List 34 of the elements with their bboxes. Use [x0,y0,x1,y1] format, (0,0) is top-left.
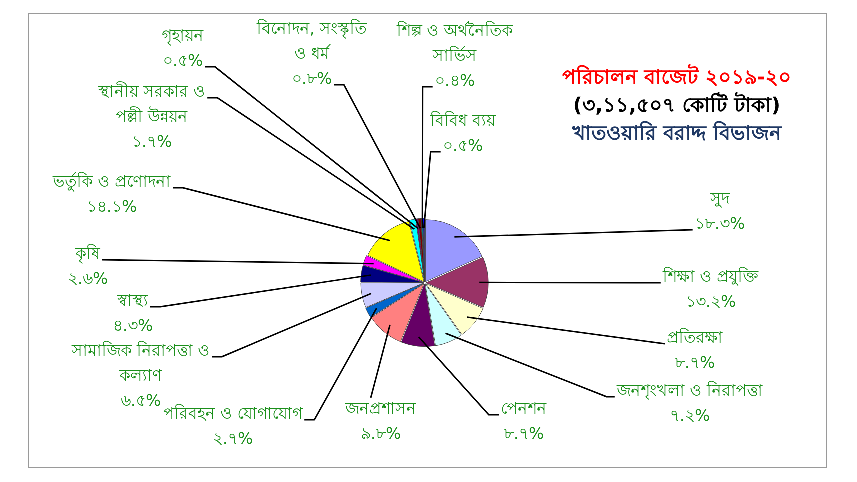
data-label: ২.৬% [68,269,108,288]
data-label: ০.৮% [292,69,332,88]
slice-label: পরিবহন ও যোগাযোগ [163,404,304,424]
data-label: ৬.৫% [120,391,162,410]
slice-label: জনপ্রশাসন [344,399,416,418]
data-label: ৪.৩% [112,316,154,336]
slice-label: কৃষি [74,244,102,264]
slice-label: পেনশন [501,399,547,418]
slice-label: জনশৃংখলা ও নিরাপত্তা [616,381,764,400]
slice-label: ভর্তুকি ও প্রণোদনা [52,172,172,192]
data-label: ০.৫% [162,51,204,70]
slice-label: স্বাস্থ্য [116,291,148,310]
text: (৩,১১,৫০৭ কোটি টাকা) খাতওয়ারি বরাদ্দ বিভাজন [571,91,783,147]
slice-label: সুদ [710,189,730,208]
data-label: ০.৪% [434,71,476,90]
data-label: ৮.৭% [674,353,716,372]
slice-label: শিল্প ও অর্থনৈতিক সার্ভিস [396,21,514,66]
data-label: ১৩.২% [686,292,736,312]
data-label: ১৮.৩% [694,214,746,234]
data-label: ৭.২% [670,406,710,426]
slice-label: শিক্ষা ও প্রযুক্তি [662,267,760,286]
slice-label: গৃহায়ন [162,26,204,46]
data-label: ৯.৮% [360,424,402,444]
data-label: ০.৫% [442,136,484,156]
slice-label: বিবিধ ব্যয় [429,111,497,130]
data-label: ৮.৭% [504,424,544,444]
text: পরিচালন বাজেট ২০১৯-২০ [561,63,793,91]
slice-label: প্রতিরক্ষা [667,328,723,348]
slice-label: স্থানীয় সরকার ও পল্লী উন্নয়ন [97,82,206,126]
slice-label: সামাজিক নিরাপত্তা ও কল্যাণ [70,341,210,386]
data-label: ২.৭% [212,429,254,448]
data-label: ১.৭% [132,132,172,152]
slice-label: বিনোদন, সংস্কৃতি ও ধর্ম [256,19,368,64]
data-label: ১৪.১% [86,197,138,216]
